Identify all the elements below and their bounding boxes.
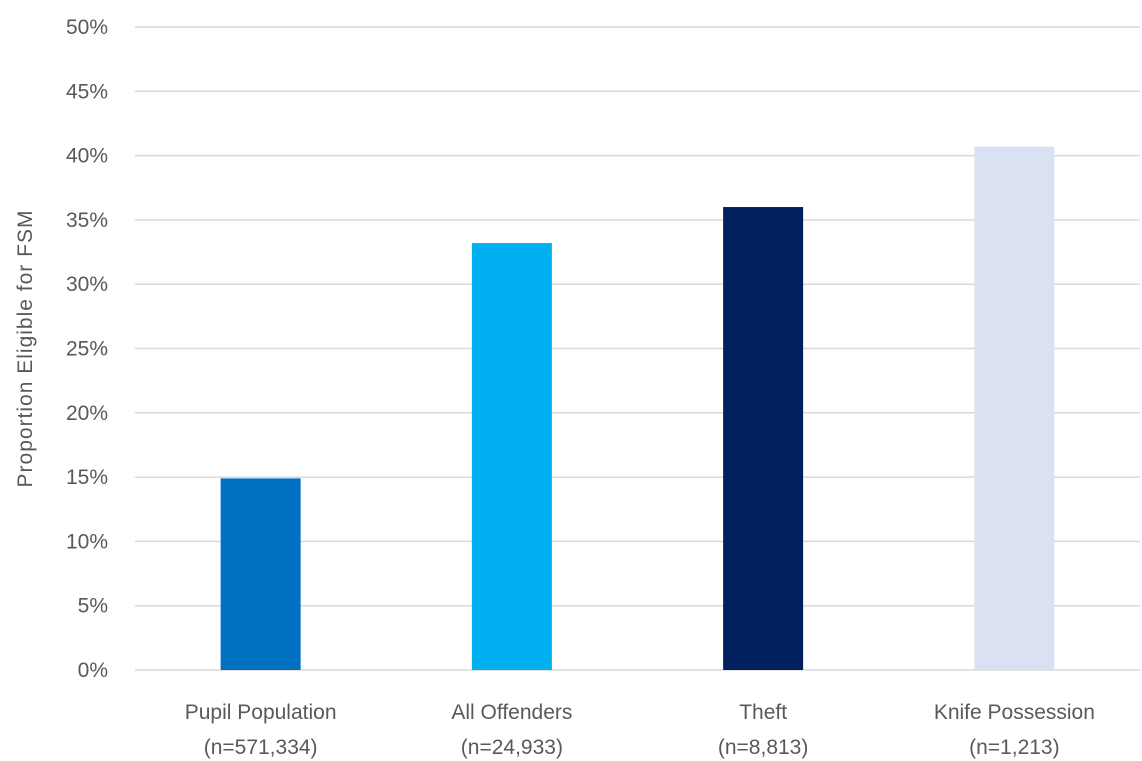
x-category-label: Pupil Population (185, 701, 337, 724)
x-axis-labels: Pupil Population (n=571,334) All Offenders… (185, 701, 1095, 759)
bar (471, 243, 552, 670)
gridlines (135, 26, 1140, 671)
y-tick-label: 45% (66, 80, 108, 103)
x-category-count: (n=571,334) (204, 736, 318, 759)
y-tick-label: 15% (66, 466, 108, 489)
x-category-label: Theft (739, 701, 787, 724)
y-axis-title: Proportion Eligible for FSM (14, 210, 37, 488)
x-category-count: (n=8,813) (718, 736, 808, 759)
y-tick-label: 5% (78, 595, 108, 618)
y-tick-label: 25% (66, 338, 108, 361)
y-tick-label: 50% (66, 16, 108, 39)
x-category-label: All Offenders (451, 701, 572, 724)
bar (723, 207, 804, 671)
bar (220, 478, 301, 670)
y-axis-ticks: 0% 5% 10% 15% 20% 25% 30% 35% 40% 45% 50% (66, 16, 108, 682)
x-category-count: (n=24,933) (461, 736, 563, 759)
y-tick-label: 20% (66, 402, 108, 425)
y-tick-label: 10% (66, 530, 108, 553)
y-tick-label: 35% (66, 209, 108, 232)
x-category-count: (n=1,213) (969, 736, 1059, 759)
y-tick-label: 0% (78, 659, 108, 682)
bars (220, 146, 1055, 671)
x-category-label: Knife Possession (934, 701, 1095, 724)
y-tick-label: 30% (66, 273, 108, 296)
y-tick-label: 40% (66, 145, 108, 168)
bar (974, 146, 1055, 670)
